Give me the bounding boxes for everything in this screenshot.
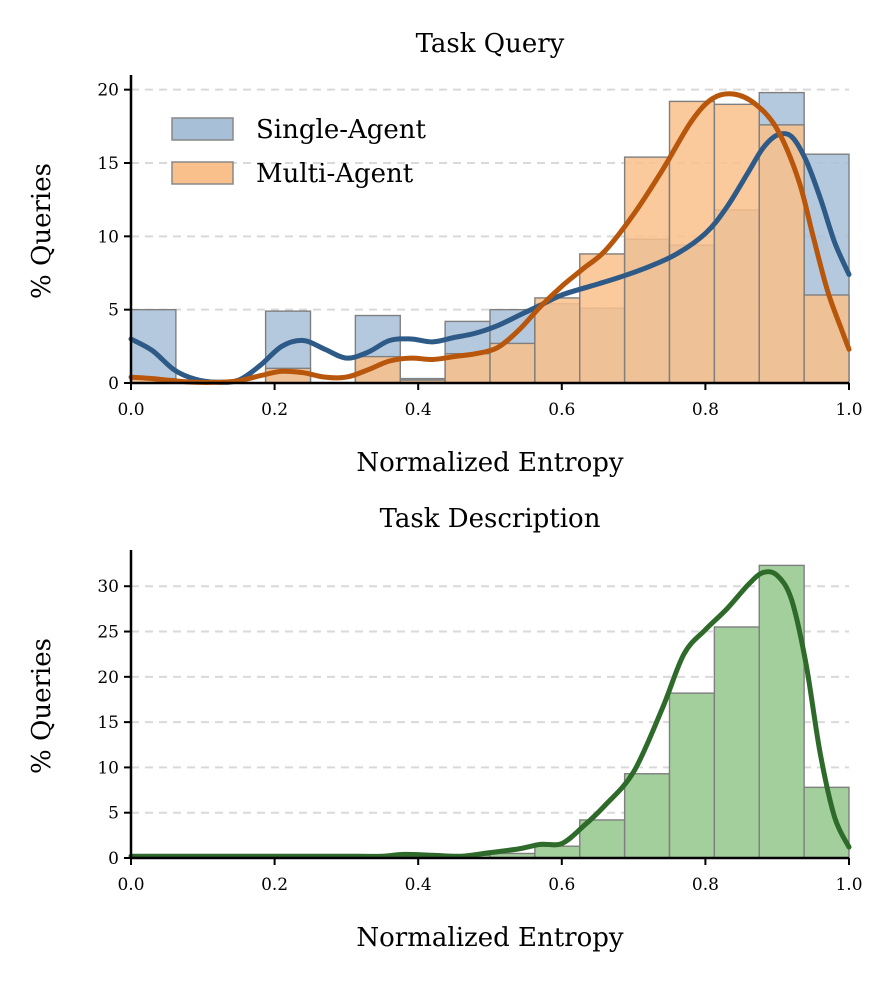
x-tick-label: 0.4 — [405, 400, 432, 420]
y-gridlines — [131, 88, 849, 311]
chart-title: Task Query — [416, 29, 565, 59]
x-tick-label: 0.4 — [405, 875, 432, 895]
histogram-bars — [130, 91, 850, 384]
y-tick-label: 10 — [97, 227, 119, 247]
y-gridlines — [131, 585, 849, 814]
y-tick-label: 5 — [108, 804, 119, 824]
bar-series-0 — [623, 773, 671, 859]
panel-task-description: Task Description 0 5 10 15 20 25 30 0.0 0.2 0.4 0.… — [27, 504, 863, 953]
density-curves — [128, 569, 852, 859]
y-tick-label: 5 — [108, 301, 119, 321]
axes: 0 5 10 15 20 25 30 0.0 0.2 0.4 0.6 0.8 1.0 — [97, 550, 863, 895]
bar-single-agent — [130, 308, 177, 384]
bar-multi-agent — [713, 103, 760, 384]
y-axis-label: % Queries — [27, 638, 57, 774]
legend-swatch-multi-agent — [171, 161, 234, 185]
legend-label-multi-agent: Multi-Agent — [256, 159, 414, 189]
bar-series-0 — [713, 626, 760, 859]
y-tick-label: 25 — [97, 623, 119, 643]
y-tick-label: 20 — [97, 668, 119, 688]
x-tick-label: 0.6 — [548, 875, 575, 895]
bar-series-0 — [579, 819, 626, 859]
histogram-bars — [130, 564, 850, 859]
x-tick-label: 1.0 — [835, 400, 862, 420]
y-tick-label: 0 — [108, 849, 119, 869]
legend-swatch-single-agent — [171, 117, 234, 141]
y-tick-label: 0 — [108, 374, 119, 394]
bar-series-0 — [758, 564, 805, 859]
kde-line-single-agent — [128, 131, 852, 385]
y-tick-label: 20 — [97, 81, 119, 101]
chart-title: Task Description — [380, 504, 601, 534]
x-tick-label: 1.0 — [835, 875, 862, 895]
legend: Single-Agent Multi-Agent — [171, 115, 427, 189]
x-tick-label: 0.2 — [261, 875, 288, 895]
bar-multi-agent — [803, 294, 850, 384]
x-axis-label: Normalized Entropy — [356, 448, 624, 478]
legend-label-single-agent: Single-Agent — [256, 115, 427, 145]
kde-line-series-0 — [128, 569, 852, 859]
axes: 0 5 10 15 20 0.0 0.2 0.4 0.6 0.8 1.0 — [97, 75, 863, 420]
bar-series-0 — [803, 786, 850, 859]
panel-task-query: Task Query 0 5 10 15 20 0.0 0.2 0.4 0.6 0.8 1.0 Si… — [27, 29, 863, 478]
x-tick-label: 0.0 — [117, 875, 144, 895]
bar-series-0 — [668, 692, 716, 859]
y-tick-label: 15 — [97, 713, 119, 733]
y-tick-label: 30 — [97, 577, 119, 597]
y-axis-label: % Queries — [27, 163, 57, 299]
bar-series-0 — [534, 845, 581, 859]
y-tick-label: 10 — [97, 758, 119, 778]
x-tick-label: 0.8 — [692, 400, 719, 420]
x-tick-label: 0.8 — [692, 875, 719, 895]
density-curves — [128, 91, 852, 385]
kde-line-multi-agent — [128, 91, 852, 385]
x-axis-label: Normalized Entropy — [356, 923, 624, 953]
bar-multi-agent — [534, 297, 581, 384]
bar-multi-agent — [758, 124, 805, 384]
bar-multi-agent — [579, 253, 626, 384]
y-tick-label: 15 — [97, 154, 119, 174]
x-tick-label: 0.6 — [548, 400, 575, 420]
x-tick-label: 0.0 — [117, 400, 144, 420]
x-tick-label: 0.2 — [261, 400, 288, 420]
